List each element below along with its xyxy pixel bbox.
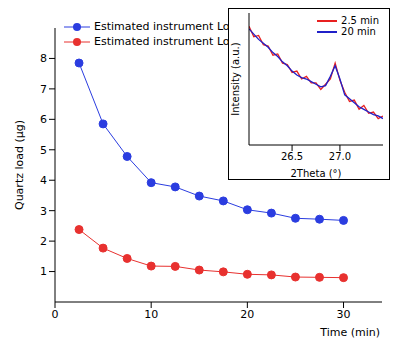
svg-text:Intensity (a.u.): Intensity (a.u.) (230, 42, 241, 115)
html-text:Estimated instrument LoQ: Estimated instrument LoQ (94, 20, 239, 33)
svg-text:3: 3 (40, 205, 47, 218)
html-text:Estimated instrument LoD: Estimated instrument LoD (94, 35, 238, 48)
svg-text:20: 20 (240, 308, 254, 321)
svg-text:5: 5 (40, 144, 47, 157)
svg-text:2Theta (°): 2Theta (°) (291, 168, 342, 179)
html-text:20 min: 20 min (341, 26, 376, 37)
svg-text:Quartz load (µg): Quartz load (µg) (13, 120, 26, 210)
svg-text:10: 10 (144, 308, 158, 321)
svg-text:Time (min): Time (min) (319, 326, 380, 339)
svg-text:1: 1 (40, 265, 47, 278)
svg-text:8: 8 (40, 52, 47, 65)
svg-text:30: 30 (337, 308, 351, 321)
svg-text:6: 6 (40, 113, 47, 126)
svg-text:4: 4 (40, 174, 47, 187)
svg-text:0: 0 (52, 308, 59, 321)
svg-text:2: 2 (40, 235, 47, 248)
svg-text:26.5: 26.5 (281, 151, 303, 162)
svg-text:7: 7 (40, 83, 47, 96)
svg-text:27.0: 27.0 (329, 151, 351, 162)
html-text:2.5 min: 2.5 min (341, 15, 379, 26)
